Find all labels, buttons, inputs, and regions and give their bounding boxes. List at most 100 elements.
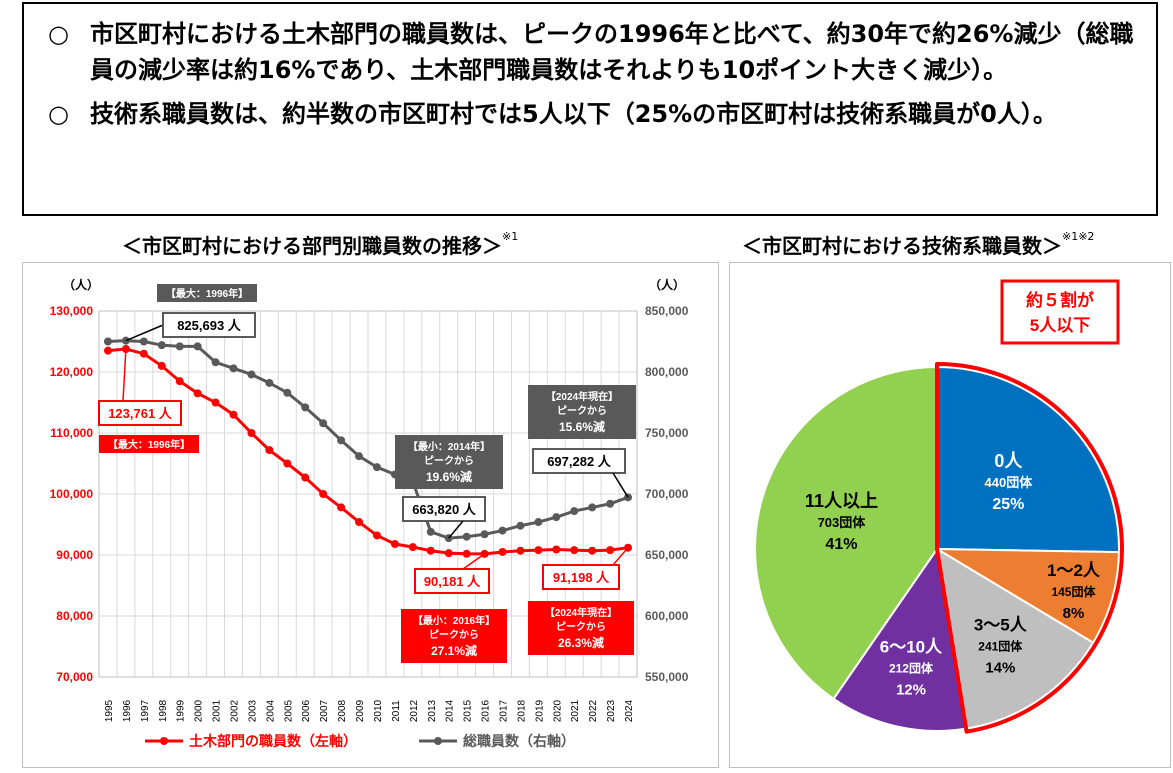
line-chart-title-text: ＜市区町村における部門別職員数の推移＞ [122, 234, 502, 258]
total-staff-point [157, 341, 166, 350]
bullet-text: 市区町村における土木部門の職員数は、ピークの1996年と比べて、約30年で約26… [90, 20, 1134, 84]
x-tick-label: 2003 [247, 699, 258, 722]
civil-staff-point [355, 518, 364, 527]
legend-civil-marker [160, 737, 168, 745]
pie-slice-label: 11人以上 [805, 491, 878, 511]
x-tick-label: 1995 [104, 699, 115, 722]
pie-slice-percent: 12% [896, 681, 926, 698]
x-tick-label: 2017 [499, 699, 510, 722]
total-staff-point [211, 358, 220, 367]
pie-slice-label: 1～2人 [1047, 561, 1101, 580]
x-tick-label: 2019 [534, 699, 545, 722]
x-tick-label: 2021 [570, 699, 581, 722]
total-peak-label-box [157, 284, 257, 302]
y-left-tick-label: 110,000 [50, 426, 93, 440]
x-tick-label: 2020 [552, 699, 563, 722]
civil-peak-label-box [99, 435, 199, 453]
x-tick-label: 2016 [481, 699, 492, 722]
civil-peak-value: 123,761 人 [108, 406, 173, 421]
total-staff-point [498, 526, 507, 535]
civil-staff-point [390, 540, 399, 549]
y-left-tick-label: 70,000 [56, 670, 93, 684]
y-right-tick-label: 850,000 [645, 304, 689, 318]
total-now-sub: ピークから [557, 405, 607, 417]
total-now-box [528, 385, 636, 439]
civil-now-value-box [542, 564, 620, 590]
y-right-tick-label: 750,000 [645, 426, 689, 440]
total-staff-point [103, 337, 112, 346]
civil-peak-value-box [98, 400, 182, 426]
x-tick-label: 1998 [158, 699, 169, 722]
total-staff-point [516, 521, 525, 530]
civil-staff-point [193, 389, 202, 398]
pie-slice-count: 440団体 [985, 475, 1034, 490]
civil-now-sub: ピークから [556, 621, 606, 633]
civil-now-leader [612, 547, 629, 566]
total-min-leader [448, 520, 464, 539]
pie-slice [832, 546, 968, 732]
pie-callout-line1: 約５割が [1026, 290, 1094, 310]
five-or-less-highlight [935, 362, 1124, 734]
x-tick-label: 2012 [409, 699, 420, 722]
total-min-value: 663,820 人 [412, 502, 477, 517]
total-staff-point [588, 503, 597, 512]
pie-slice-label: 3～5人 [974, 615, 1028, 634]
x-tick-label: 2007 [319, 699, 330, 722]
total-staff-point [337, 436, 346, 445]
y-left-tick-label: 90,000 [56, 548, 93, 562]
bullet-text: 技術系職員数は、約半数の市区町村では5人以下（25%の市区町村は技術系職員が0人… [90, 100, 1057, 128]
y-right-unit: （人） [649, 277, 685, 292]
bullet-mark: ○ [48, 20, 69, 48]
x-tick-label: 2022 [588, 699, 599, 722]
total-peak-leader [125, 324, 164, 342]
total-now-leader [612, 472, 629, 498]
x-tick-label: 2013 [427, 699, 438, 722]
total-min-sub: ピークから [424, 455, 474, 467]
civil-peak-leader [122, 349, 127, 402]
total-staff-point [372, 463, 381, 472]
y-left-tick-label: 100,000 [50, 487, 94, 501]
summary-bullet: ○ 技術系職員数は、約半数の市区町村では5人以下（25%の市区町村は技術系職員が… [48, 96, 1138, 132]
y-right-tick-label: 650,000 [645, 548, 689, 562]
civil-staff-point [516, 546, 525, 555]
civil-staff-point [534, 546, 543, 555]
civil-min-value: 90,181 人 [424, 574, 481, 589]
civil-staff-point [121, 345, 130, 354]
total-staff-point [552, 513, 561, 522]
y-left-tick-label: 130,000 [50, 304, 94, 318]
total-now-value: 697,282 人 [547, 454, 612, 469]
pie-callout-line2: 5人以下 [1030, 316, 1090, 335]
total-staff-point [606, 499, 615, 508]
line-chart: 70,000 80,000 90,000 100,000 110,000 120,000 1… [50, 277, 689, 749]
civil-staff-point [103, 346, 112, 355]
x-tick-label: 2009 [355, 699, 366, 722]
total-staff-point [175, 342, 184, 351]
y-left-tick-label: 120,000 [50, 365, 94, 379]
total-staff-point [193, 342, 202, 351]
total-min-value-box [402, 496, 486, 522]
x-tick-label: 2023 [606, 699, 617, 722]
x-tick-label: 2004 [265, 699, 276, 722]
total-staff-point [426, 527, 435, 536]
x-tick-label: 2011 [391, 700, 402, 722]
civil-staff-point [319, 490, 328, 498]
civil-staff-point [426, 546, 435, 555]
civil-staff-point [229, 410, 238, 419]
x-tick-label: 2024 [624, 699, 635, 722]
pie-slice [935, 547, 1095, 730]
total-staff-point [283, 388, 292, 397]
pie-chart-title: ＜市区町村における技術系職員数＞※1※2 [742, 230, 1094, 259]
y-right-tick-label: 600,000 [645, 609, 689, 623]
total-min-label: 【最小：2014年】 [408, 440, 490, 453]
legend-civil-label: 土木部門の職員数（左軸） [189, 733, 357, 749]
bullet-mark: ○ [48, 100, 69, 128]
legend-total-label: 総職員数（右軸） [463, 733, 575, 749]
civil-min-pct: 27.1%減 [431, 643, 477, 658]
pie-slice-label: 6～10人 [880, 637, 943, 656]
total-staff-point [462, 532, 471, 541]
pie-callout-box [1000, 279, 1120, 345]
pie-slice [933, 547, 1120, 645]
civil-min-box [401, 609, 507, 663]
y-right-tick-label: 550,000 [645, 670, 689, 684]
x-tick-label: 2002 [230, 699, 241, 722]
